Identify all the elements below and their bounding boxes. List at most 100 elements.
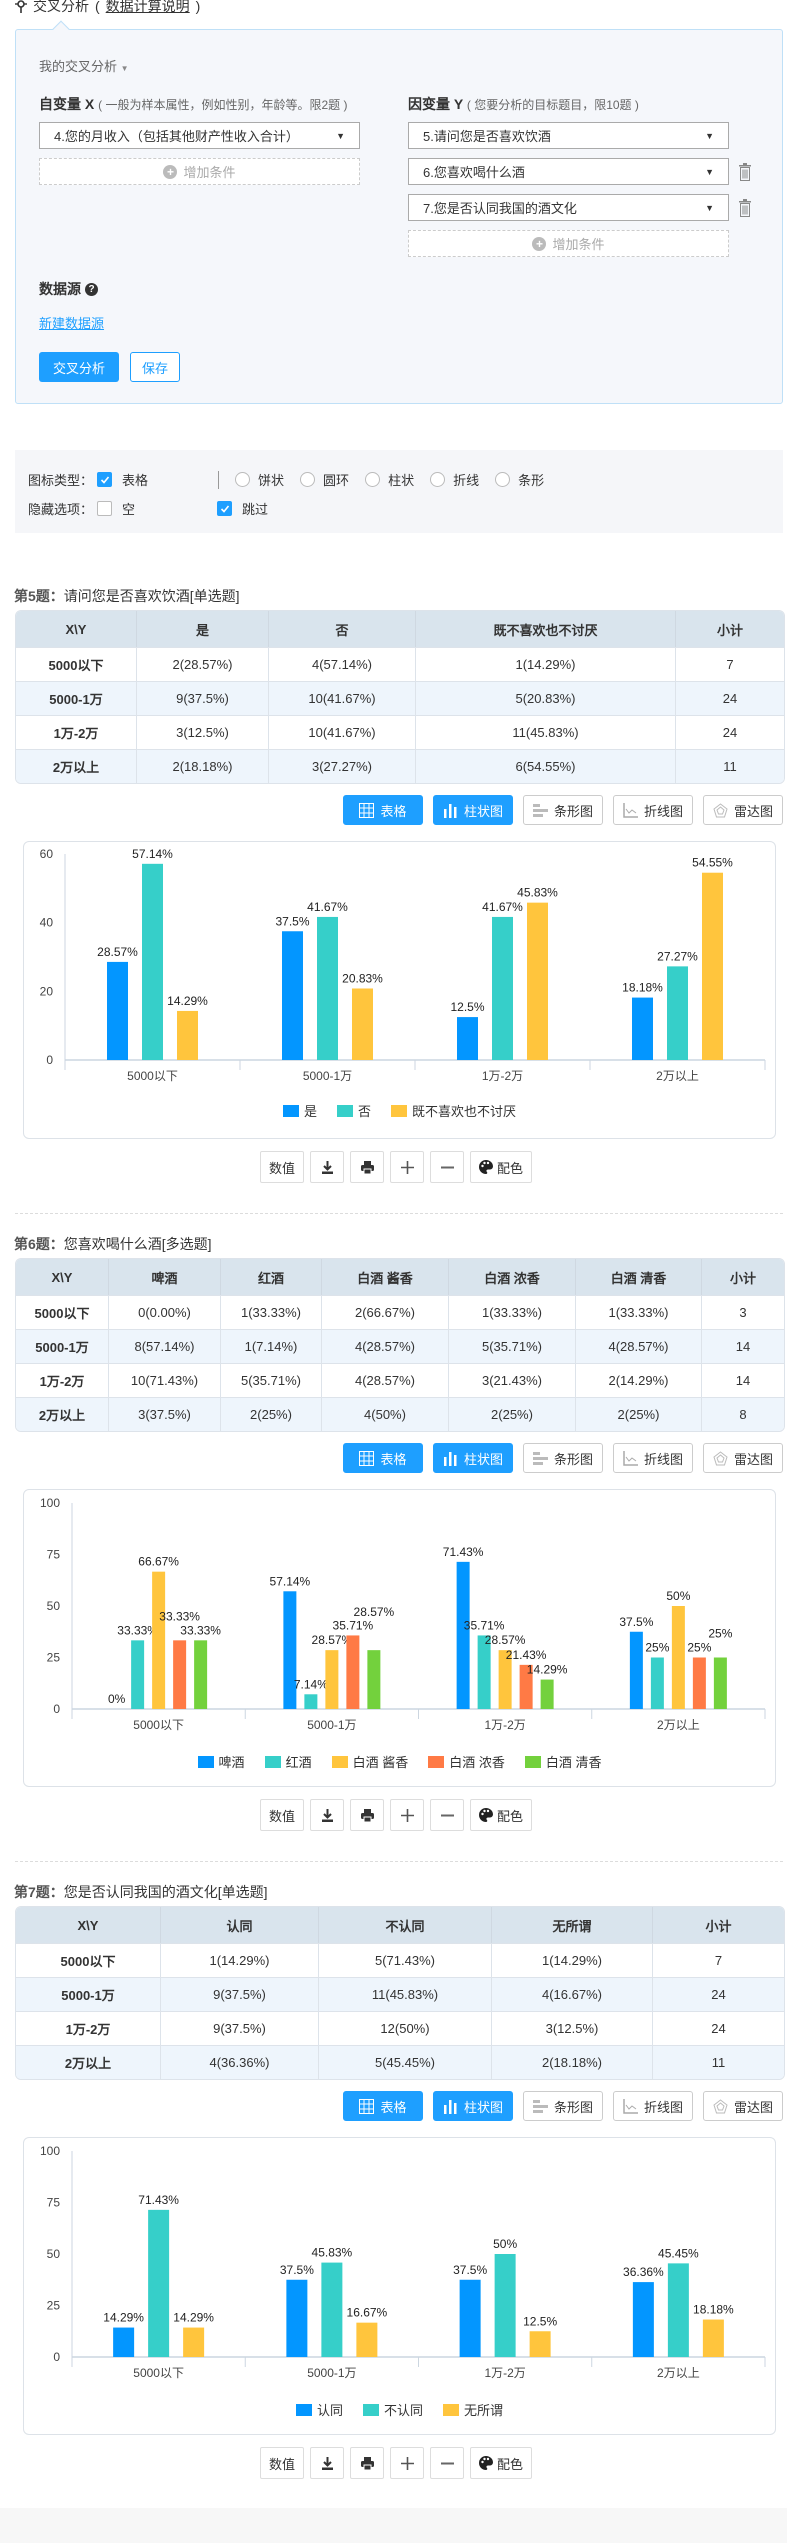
legend-item[interactable]: 认同 bbox=[295, 2400, 343, 2419]
legend-item[interactable]: 白酒 浓香 bbox=[428, 1752, 505, 1771]
print-button[interactable] bbox=[350, 1151, 384, 1183]
table-checkbox[interactable] bbox=[97, 472, 113, 487]
bar[interactable] bbox=[173, 1640, 187, 1709]
bar[interactable] bbox=[477, 1635, 491, 1709]
chart-radio[interactable] bbox=[365, 472, 381, 487]
chart-type-button-horizontal-bar[interactable]: 条形图 bbox=[523, 1443, 603, 1473]
bar[interactable] bbox=[629, 1631, 643, 1709]
print-button[interactable] bbox=[350, 2447, 384, 2479]
chart-type-button-line-chart[interactable]: 折线图 bbox=[613, 1443, 693, 1473]
bar[interactable] bbox=[131, 1640, 145, 1709]
print-button[interactable] bbox=[350, 1799, 384, 1831]
zoom-out-button[interactable] bbox=[430, 1151, 464, 1183]
bar[interactable] bbox=[325, 1650, 339, 1709]
legend-item[interactable]: 既不喜欢也不讨厌 bbox=[391, 1101, 516, 1120]
legend-item[interactable]: 红酒 bbox=[264, 1752, 312, 1771]
bar[interactable] bbox=[702, 2319, 724, 2357]
new-datasource-link[interactable]: 新建数据源 bbox=[39, 316, 105, 331]
bar[interactable] bbox=[667, 2263, 689, 2357]
zoom-out-button[interactable] bbox=[430, 1799, 464, 1831]
bar[interactable] bbox=[177, 1010, 198, 1060]
hide-skip-checkbox[interactable] bbox=[217, 501, 233, 516]
bar[interactable] bbox=[107, 961, 128, 1060]
chart-type-button-bar-chart[interactable]: 柱状图 bbox=[433, 1443, 513, 1473]
y-select-3[interactable]: 7.您是否认同我国的酒文化 ▼ bbox=[408, 194, 729, 221]
legend-item[interactable]: 是 bbox=[282, 1101, 317, 1120]
bar[interactable] bbox=[286, 2279, 308, 2357]
bar[interactable] bbox=[113, 2327, 135, 2357]
chart-type-button-horizontal-bar[interactable]: 条形图 bbox=[523, 795, 603, 825]
legend-item[interactable]: 不认同 bbox=[362, 2400, 423, 2419]
legend-item[interactable]: 白酒 酱香 bbox=[331, 1752, 408, 1771]
calc-explanation-link[interactable]: 数据计算说明 bbox=[105, 0, 190, 14]
bar[interactable] bbox=[529, 2331, 551, 2357]
bar[interactable] bbox=[183, 2327, 205, 2357]
bar[interactable] bbox=[671, 1606, 685, 1709]
bar[interactable] bbox=[152, 1571, 166, 1709]
bar[interactable] bbox=[304, 1694, 318, 1709]
bar[interactable] bbox=[148, 2209, 170, 2357]
bar[interactable] bbox=[317, 916, 338, 1060]
bar[interactable] bbox=[692, 1657, 706, 1710]
bar[interactable] bbox=[632, 997, 653, 1060]
bar[interactable] bbox=[667, 966, 688, 1060]
trash-icon[interactable] bbox=[738, 199, 752, 217]
legend-item[interactable]: 无所谓 bbox=[443, 2400, 503, 2419]
bar[interactable] bbox=[282, 931, 303, 1060]
hide-empty-checkbox[interactable] bbox=[97, 501, 113, 516]
bar[interactable] bbox=[492, 916, 513, 1060]
x-add-condition-button[interactable]: + 增加条件 bbox=[39, 158, 360, 185]
zoom-in-button[interactable] bbox=[390, 2447, 424, 2479]
bar[interactable] bbox=[456, 1561, 470, 1709]
bar[interactable] bbox=[142, 863, 163, 1060]
chart-radio[interactable] bbox=[495, 472, 511, 487]
save-button[interactable]: 保存 bbox=[130, 352, 180, 382]
value-button[interactable]: 数值 bbox=[259, 2447, 304, 2479]
help-icon[interactable]: ? bbox=[85, 282, 98, 296]
legend-item[interactable]: 白酒 清香 bbox=[524, 1752, 601, 1771]
bar[interactable] bbox=[459, 2279, 481, 2357]
bar[interactable] bbox=[519, 1664, 533, 1709]
chart-type-button-radar-chart[interactable]: 雷达图 bbox=[703, 2091, 783, 2121]
download-button[interactable] bbox=[310, 2447, 344, 2479]
zoom-out-button[interactable] bbox=[430, 2447, 464, 2479]
trash-icon[interactable] bbox=[738, 163, 752, 181]
chart-type-button-bar-chart[interactable]: 柱状图 bbox=[433, 2091, 513, 2121]
bar[interactable] bbox=[194, 1640, 208, 1709]
palette-button[interactable]: 配色 bbox=[470, 1799, 533, 1831]
chart-type-button-table[interactable]: 表格 bbox=[343, 1443, 423, 1473]
bar[interactable] bbox=[702, 872, 723, 1060]
download-button[interactable] bbox=[310, 1799, 344, 1831]
x-select[interactable]: 4.您的月收入（包括其他财产性收入合计） ▼ bbox=[39, 122, 360, 149]
chart-type-button-bar-chart[interactable]: 柱状图 bbox=[433, 795, 513, 825]
my-analysis-dropdown[interactable]: 我的交叉分析 ▼ bbox=[39, 56, 129, 75]
zoom-in-button[interactable] bbox=[390, 1151, 424, 1183]
palette-button[interactable]: 配色 bbox=[470, 1151, 533, 1183]
zoom-in-button[interactable] bbox=[390, 1799, 424, 1831]
legend-item[interactable]: 啤酒 bbox=[197, 1752, 245, 1771]
bar[interactable] bbox=[650, 1657, 664, 1710]
y-select-1[interactable]: 5.请问您是否喜欢饮酒 ▼ bbox=[408, 122, 729, 149]
value-button[interactable]: 数值 bbox=[259, 1151, 304, 1183]
bar[interactable] bbox=[540, 1679, 554, 1709]
chart-radio[interactable] bbox=[430, 472, 446, 487]
chart-type-button-radar-chart[interactable]: 雷达图 bbox=[703, 795, 783, 825]
bar[interactable] bbox=[283, 1591, 297, 1709]
bar[interactable] bbox=[321, 2262, 343, 2357]
chart-type-button-table[interactable]: 表格 bbox=[343, 795, 423, 825]
legend-item[interactable]: 否 bbox=[336, 1101, 371, 1120]
bar[interactable] bbox=[498, 1650, 512, 1709]
download-button[interactable] bbox=[310, 1151, 344, 1183]
bar[interactable] bbox=[713, 1657, 727, 1710]
bar[interactable] bbox=[457, 1017, 478, 1060]
chart-type-button-horizontal-bar[interactable]: 条形图 bbox=[523, 2091, 603, 2121]
bar[interactable] bbox=[367, 1650, 381, 1709]
palette-button[interactable]: 配色 bbox=[470, 2447, 533, 2479]
bar[interactable] bbox=[356, 2322, 378, 2357]
chart-radio[interactable] bbox=[235, 472, 251, 487]
cross-analyze-button[interactable]: 交叉分析 bbox=[39, 352, 119, 382]
bar[interactable] bbox=[352, 988, 373, 1060]
chart-radio[interactable] bbox=[300, 472, 316, 487]
chart-type-button-line-chart[interactable]: 折线图 bbox=[613, 795, 693, 825]
y-select-2[interactable]: 6.您喜欢喝什么酒 ▼ bbox=[408, 158, 729, 185]
